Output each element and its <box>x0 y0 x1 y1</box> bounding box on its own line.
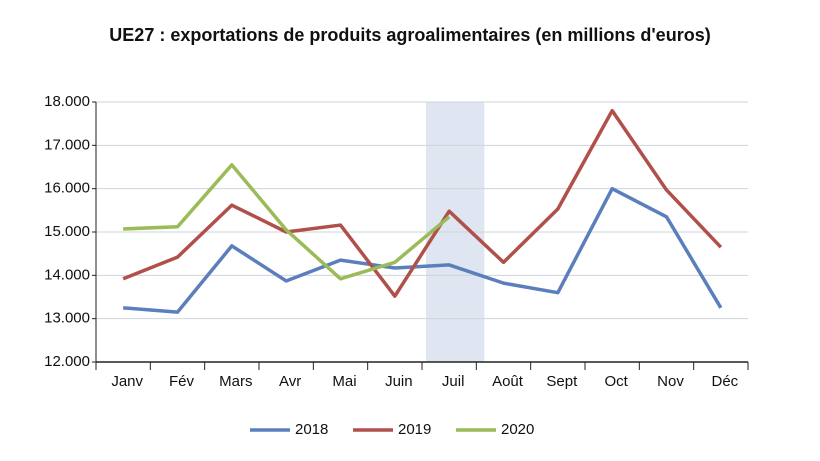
chart-title: UE27 : exportations de produits agroalim… <box>109 25 710 45</box>
x-tick-label: Mai <box>332 373 356 390</box>
x-tick-label: Sept <box>546 373 578 390</box>
x-tick-label: Juil <box>442 373 465 390</box>
x-tick-label: Janv <box>111 373 143 390</box>
x-tick-label: Mars <box>219 373 252 390</box>
legend-label: 2020 <box>501 421 534 438</box>
x-tick-label: Déc <box>711 373 738 390</box>
line-series <box>123 186 723 314</box>
x-tick-label: Avr <box>279 373 301 390</box>
line-series <box>122 108 723 298</box>
y-tick-label: 15.000 <box>44 223 90 240</box>
y-tick-label: 13.000 <box>44 310 90 327</box>
x-tick-label: Juin <box>385 373 413 390</box>
x-tick-label: Oct <box>604 373 628 390</box>
legend-label: 2018 <box>295 421 328 438</box>
y-tick-label: 16.000 <box>44 180 90 197</box>
y-tick-label: 17.000 <box>44 136 90 153</box>
y-tick-label: 18.000 <box>44 93 90 110</box>
line-series <box>123 163 451 281</box>
y-tick-label: 14.000 <box>44 266 90 283</box>
x-tick-label: Nov <box>657 373 684 390</box>
y-tick-label: 12.000 <box>44 353 90 370</box>
x-tick-label: Fév <box>169 373 195 390</box>
legend-label: 2019 <box>398 421 431 438</box>
x-tick-label: Août <box>492 373 524 390</box>
